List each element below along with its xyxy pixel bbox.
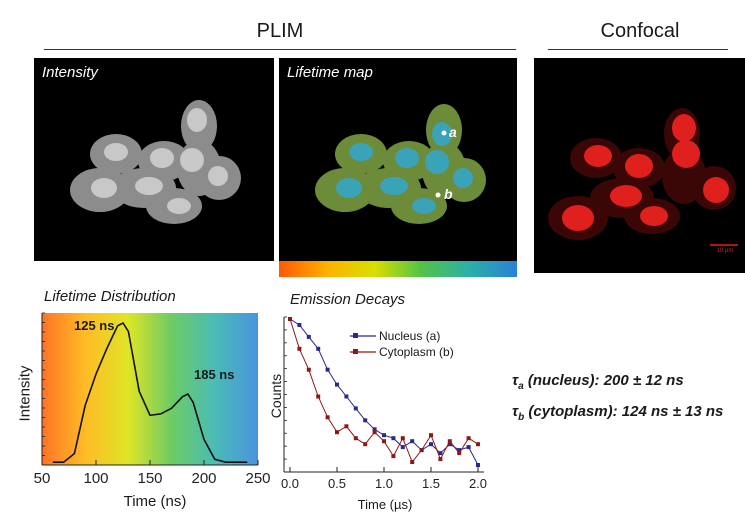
ed-nucleus-point [335, 382, 339, 387]
ed-nucleus-point [476, 463, 480, 467]
ed-x-tick-label: 0.0 [281, 476, 299, 491]
tau-a-subscript: a [518, 381, 524, 392]
point-b-label: b [444, 186, 453, 202]
ed-cytoplasm-point [419, 448, 424, 453]
lifetime-map-label: Lifetime map [287, 64, 373, 81]
ed-cytoplasm-point [316, 394, 321, 399]
ed-nucleus-point [457, 448, 462, 453]
ed-nucleus-point [344, 394, 349, 399]
legend-cytoplasm-label: Cytoplasm (b) [379, 345, 454, 359]
tau-a-symbol: τ [512, 372, 519, 389]
ed-cytoplasm-point [325, 415, 330, 420]
ld-x-tick-label: 100 [83, 470, 108, 487]
ld-x-tick-label: 250 [245, 470, 270, 487]
lifetime-b-text: τb (cytoplasm): 124 ns ± 13 ns [512, 403, 723, 423]
legend-cytoplasm-swatch [350, 349, 376, 354]
intensity-label: Intensity [42, 64, 98, 81]
emission-decays-chart: 0.0 0.5 1.0 1.5 2.0 [281, 316, 487, 491]
point-b-marker [435, 192, 441, 198]
confocal-panel: 10 µm [534, 58, 745, 273]
confocal-rule [548, 49, 728, 50]
plim-title: PLIM [256, 20, 304, 42]
lifetime-map-panel: Lifetime map a b [279, 58, 517, 261]
lifetime-a-text: τa (nucleus): 200 ± 12 ns [512, 372, 684, 392]
lifetime-cells-image [315, 104, 486, 224]
ed-cytoplasm-point [382, 439, 386, 444]
ed-x-tick-label: 1.0 [375, 476, 393, 491]
ed-cytoplasm-point [466, 436, 471, 441]
point-a-label: a [449, 124, 457, 140]
ed-x-tick-label: 1.5 [422, 476, 440, 491]
peak2-label: 185 ns [194, 367, 235, 382]
tau-b-subscript: b [518, 412, 525, 423]
tau-b-value: (cytoplasm): 124 ns ± 13 ns [524, 403, 724, 420]
ed-cytoplasm-point [476, 442, 480, 447]
ed-nucleus-point [372, 427, 377, 432]
ed-cytoplasm-point [438, 457, 443, 462]
ld-x-tick-label: 50 [34, 470, 51, 487]
ed-cytoplasm-point [410, 460, 415, 464]
lifetime-distribution-background [42, 313, 258, 465]
ed-nucleus-point [316, 346, 321, 351]
ed-cytoplasm-point [335, 430, 339, 435]
ed-x-tick-label: 0.5 [328, 476, 346, 491]
ed-nucleus-point [410, 439, 415, 444]
ed-cytoplasm-point [391, 454, 396, 459]
ed-nucleus-point [391, 436, 396, 441]
ed-nucleus-point [353, 406, 358, 411]
legend-nucleus-label: Nucleus (a) [379, 329, 441, 343]
ed-cytoplasm-point [353, 436, 358, 441]
tau-b-symbol: τ [512, 403, 519, 420]
ld-x-tick-label: 150 [137, 470, 162, 487]
ed-nucleus-point [429, 442, 433, 447]
ed-nucleus-point [297, 323, 302, 327]
ed-cytoplasm-point [297, 346, 302, 351]
ed-cytoplasm-point [344, 424, 349, 429]
intensity-panel: Intensity [34, 58, 274, 261]
ed-cytoplasm-point [447, 439, 452, 444]
ed-x-tick-label: 2.0 [469, 476, 487, 491]
ed-cytoplasm-point [306, 367, 311, 372]
intensity-nuclei [91, 108, 228, 214]
ed-nucleus-point [447, 442, 452, 447]
ed-nucleus-point [306, 334, 311, 339]
ed-nucleus-point [382, 433, 386, 438]
legend-nucleus-swatch [350, 333, 376, 338]
ed-nucleus-point [438, 451, 443, 456]
peak1-label: 125 ns [74, 318, 115, 333]
ld-curve [52, 321, 248, 463]
legend-cytoplasm: Cytoplasm (b) [350, 345, 454, 359]
scale-bar-label: 10 µm [716, 248, 734, 254]
confocal-nuclei [562, 114, 729, 231]
point-a-marker [441, 130, 447, 136]
lifetime-distribution-title: Lifetime Distribution [44, 288, 176, 305]
legend-nucleus: Nucleus (a) [350, 329, 440, 343]
ed-nucleus-point [466, 445, 471, 450]
emission-decays-xlabel: Time (µs) [357, 497, 413, 512]
ed-cytoplasm-point [363, 442, 368, 447]
plim-rule [44, 49, 516, 50]
confocal-title: Confocal [600, 20, 680, 42]
tau-a-value: (nucleus): 200 ± 12 ns [523, 372, 684, 389]
lifetime-distribution-chart: 50 100 150 200 250 [34, 312, 271, 487]
ed-cytoplasm-point [400, 436, 405, 441]
lifetime-colorbar [279, 261, 517, 277]
ed-cytoplasm-point [429, 433, 433, 438]
intensity-cells-image [70, 100, 241, 224]
ed-cytoplasm-point [372, 430, 377, 435]
ed-cytoplasm-point [288, 317, 292, 321]
ed-nucleus-point [363, 418, 368, 423]
ld-x-tick-label: 200 [191, 470, 216, 487]
confocal-cells-image [548, 108, 738, 246]
ed-cytoplasm-point [457, 451, 462, 456]
ed-nucleus-point [400, 445, 405, 450]
ed-nucleus-point [325, 367, 330, 372]
lifetime-nuclei [336, 122, 473, 214]
lifetime-distribution-xlabel: Time (ns) [123, 493, 187, 510]
emission-decays-title: Emission Decays [290, 291, 406, 308]
